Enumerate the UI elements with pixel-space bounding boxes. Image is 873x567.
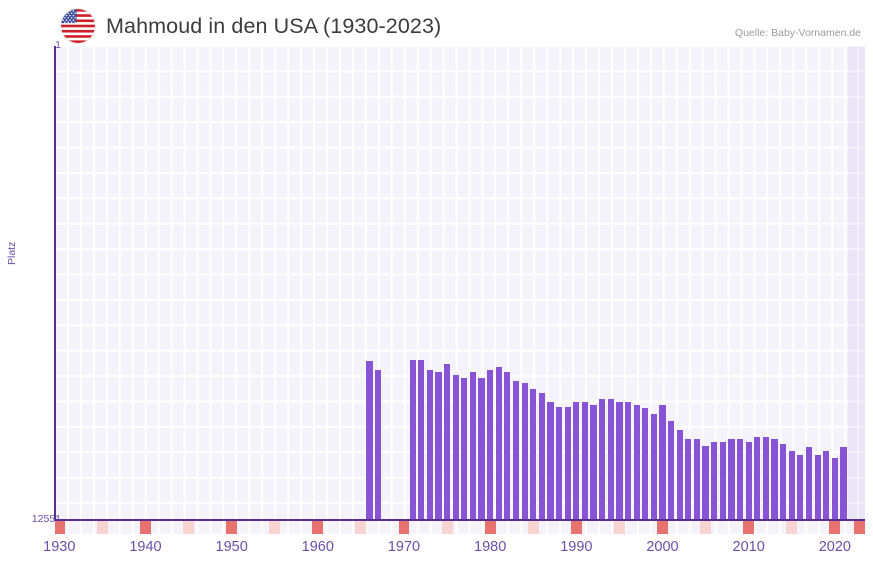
bar-series	[55, 46, 865, 520]
bar-1972[interactable]	[418, 360, 425, 520]
y-axis-line	[54, 46, 56, 521]
bar-1983[interactable]	[512, 380, 520, 520]
tick-minor-1995	[613, 521, 625, 534]
bar-2017[interactable]	[805, 447, 813, 520]
bar-1975[interactable]	[443, 363, 451, 520]
tick-minor-1975	[441, 521, 453, 534]
tick-minor-1965	[355, 521, 367, 534]
chart-plot-area	[55, 46, 865, 520]
bar-2021[interactable]	[840, 447, 847, 520]
bar-2012[interactable]	[762, 436, 769, 520]
bar-2018[interactable]	[814, 455, 821, 520]
bar-1998[interactable]	[642, 407, 649, 520]
tick-major-end	[854, 521, 865, 534]
tick-major-1990	[570, 521, 582, 534]
x-tick-label-2020: 2020	[818, 539, 851, 555]
bar-1978[interactable]	[469, 372, 477, 520]
bar-2005[interactable]	[702, 446, 709, 520]
tick-minor-1985	[527, 521, 539, 534]
page-title: Mahmoud in den USA (1930-2023)	[106, 14, 442, 38]
bar-2019[interactable]	[823, 450, 830, 520]
x-axis-tick-strip	[55, 521, 865, 534]
bar-1994[interactable]	[607, 398, 614, 520]
bar-1981[interactable]	[495, 367, 502, 520]
bar-1990[interactable]	[573, 401, 580, 520]
tick-minor-1935	[96, 521, 108, 534]
bar-2013[interactable]	[771, 438, 778, 520]
bar-1967[interactable]	[375, 370, 382, 520]
bar-1984[interactable]	[521, 382, 528, 520]
y-axis-tick-top: 1	[55, 39, 61, 51]
y-axis-tick-bottom: 12551	[31, 513, 61, 525]
tick-major-1950	[226, 521, 238, 534]
x-tick-label-1980: 1980	[474, 539, 507, 555]
bar-1992[interactable]	[590, 404, 597, 520]
bar-2011[interactable]	[754, 436, 761, 520]
bar-1977[interactable]	[461, 377, 468, 520]
bar-1989[interactable]	[564, 406, 571, 520]
bar-2003[interactable]	[685, 438, 692, 520]
tick-major-2000	[657, 521, 668, 534]
bar-1982[interactable]	[504, 372, 511, 520]
bar-1995[interactable]	[616, 401, 623, 520]
bar-1991[interactable]	[581, 401, 589, 520]
bar-1996[interactable]	[624, 401, 632, 520]
us-flag-icon	[61, 9, 95, 43]
bar-1988[interactable]	[555, 406, 563, 520]
bar-1979[interactable]	[478, 377, 485, 520]
bar-2009[interactable]	[736, 438, 744, 520]
chart-header: Mahmoud in den USA (1930-2023) Quelle: B…	[0, 0, 873, 46]
x-tick-label-1960: 1960	[301, 539, 334, 555]
projection-shaded-region	[847, 46, 865, 520]
x-axis-line	[54, 519, 865, 521]
x-tick-label-1990: 1990	[560, 539, 593, 555]
tick-major-1930	[55, 521, 65, 534]
tick-major-2020	[829, 521, 841, 534]
bar-2006[interactable]	[711, 441, 718, 520]
bar-1986[interactable]	[538, 393, 545, 520]
tick-minor-1945	[183, 521, 194, 534]
bar-1974[interactable]	[435, 372, 442, 520]
bar-1971[interactable]	[409, 360, 416, 520]
y-axis-title: Platz	[6, 241, 18, 265]
tick-minor-2015	[786, 521, 798, 534]
bar-1976[interactable]	[452, 374, 459, 520]
bar-1987[interactable]	[547, 401, 554, 520]
x-tick-label-1970: 1970	[387, 539, 421, 555]
bar-2004[interactable]	[693, 438, 701, 520]
bar-2002[interactable]	[676, 430, 683, 520]
bar-1997[interactable]	[633, 404, 640, 520]
tick-major-1970	[398, 521, 410, 534]
tick-major-2010	[743, 521, 755, 534]
source-attribution: Quelle: Baby-Vornamen.de	[734, 27, 861, 39]
tick-major-1940	[140, 521, 151, 534]
bar-1985[interactable]	[530, 389, 537, 520]
x-tick-label-1930: 1930	[43, 539, 76, 555]
bar-1993[interactable]	[599, 398, 606, 520]
bar-2007[interactable]	[719, 441, 726, 520]
tick-minor-1955	[269, 521, 281, 534]
bar-1980[interactable]	[487, 370, 494, 520]
tick-minor-2005	[700, 521, 712, 534]
x-tick-label-2010: 2010	[732, 539, 765, 555]
bar-1966[interactable]	[366, 361, 373, 520]
bar-2000[interactable]	[659, 404, 666, 520]
bar-2001[interactable]	[668, 420, 675, 520]
x-tick-label-1940: 1940	[129, 539, 162, 555]
bar-2014[interactable]	[780, 444, 787, 520]
bar-1973[interactable]	[426, 370, 433, 520]
x-axis-tick-labels: 1930 1940 1950 1960 1970 1980 1990 2000 2010 2020	[43, 539, 865, 561]
bar-2008[interactable]	[728, 438, 735, 520]
bar-2010[interactable]	[745, 441, 752, 520]
tick-major-1960	[312, 521, 324, 534]
bar-2020[interactable]	[831, 458, 838, 520]
bar-2016[interactable]	[797, 455, 804, 520]
x-tick-label-1950: 1950	[215, 539, 248, 555]
bar-2015[interactable]	[788, 450, 795, 520]
tick-major-1980	[484, 521, 496, 534]
x-tick-label-2000: 2000	[646, 539, 679, 555]
bar-1999[interactable]	[650, 413, 657, 520]
